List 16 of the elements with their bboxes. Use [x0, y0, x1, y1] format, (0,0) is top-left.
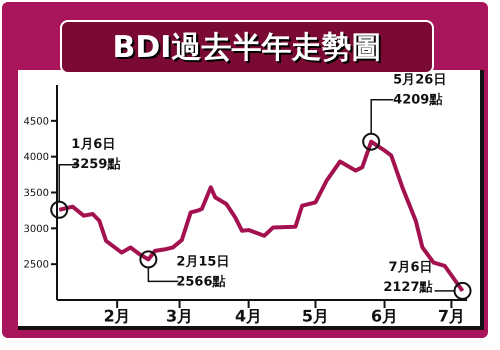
annotation: 1月6日 3259點: [71, 136, 120, 172]
chart-title: BDI過去半年走勢圖: [60, 20, 434, 74]
y-tick-label: 4000: [24, 152, 49, 164]
y-tick-label: 3500: [24, 188, 49, 200]
annotation: 2月15日 2566點: [176, 254, 230, 290]
x-tick-label: 2月: [104, 306, 131, 326]
x-tick-label: 3月: [166, 306, 194, 326]
annotation: 7月6日 2127點: [383, 260, 433, 295]
x-tick-label: 6月: [370, 306, 398, 326]
x-tick-label: 5月: [302, 306, 330, 326]
y-tick-label: 4500: [24, 116, 49, 128]
x-tick-label: 4月: [235, 306, 262, 326]
y-tick-label: 3000: [24, 224, 49, 235]
x-tick-label: 7月: [438, 306, 465, 326]
y-tick-label: 2500: [24, 260, 49, 271]
annotation: 5月26日 4209點: [393, 72, 446, 108]
